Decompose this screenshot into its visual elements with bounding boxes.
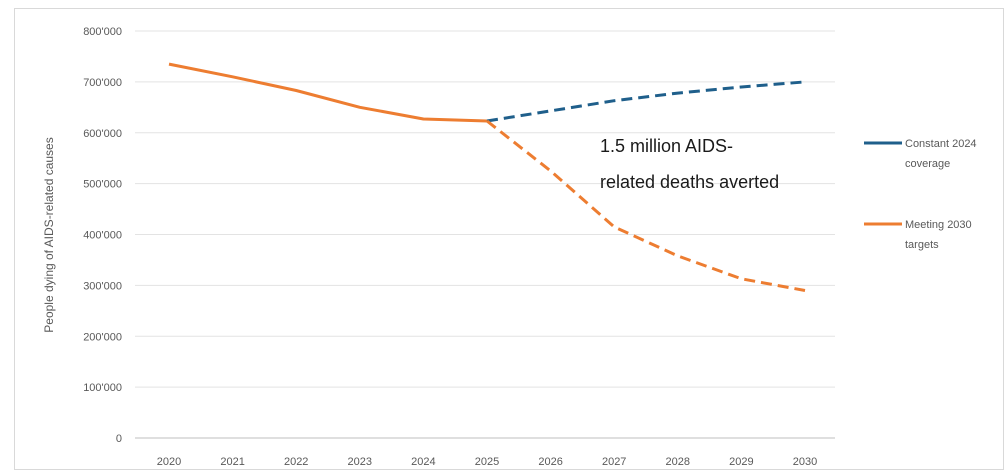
y-tick-label: 400'000 [83, 230, 122, 242]
x-tick-label: 2023 [348, 456, 372, 468]
y-tick-label: 0 [116, 433, 122, 445]
historical-line [168, 62, 488, 123]
y-tick-label: 700'000 [83, 77, 122, 89]
x-tick-label: 2027 [602, 456, 626, 468]
legend: Constant 2024 coverage Meeting 2030 targ… [864, 138, 977, 251]
series-lines [168, 62, 806, 292]
x-tick-label: 2025 [475, 456, 499, 468]
annotation-line-1: 1.5 million AIDS- [600, 136, 733, 156]
y-tick-label: 100'000 [83, 382, 122, 394]
y-tick-label: 500'000 [83, 179, 122, 191]
chart-frame [14, 8, 1004, 470]
x-tick-label: 2020 [157, 456, 181, 468]
x-tick-label: 2030 [793, 456, 817, 468]
y-tick-label: 600'000 [83, 128, 122, 140]
legend-label-meeting-line-2: targets [905, 239, 939, 251]
x-tick-labels: 2020 2021 2022 2023 2024 2025 2026 2027 2028 2029… [157, 456, 817, 468]
x-tick-label: 2029 [729, 456, 753, 468]
series-line-constant-2024-coverage [486, 80, 806, 123]
y-tick-label: 200'000 [83, 331, 122, 343]
legend-label-constant-line-1: Constant 2024 [905, 138, 977, 150]
y-axis-label: People dying of AIDS-related causes [42, 137, 56, 332]
annotation-line-2: related deaths averted [600, 172, 779, 192]
y-tick-label: 800'000 [83, 26, 122, 38]
x-tick-label: 2022 [284, 456, 308, 468]
x-tick-label: 2028 [666, 456, 690, 468]
y-tick-labels: 0 100'000 200'000 300'000 400'000 500'000 600'… [83, 26, 122, 445]
x-tick-label: 2021 [220, 456, 244, 468]
series-line-meeting-2030-targets [486, 119, 806, 292]
x-tick-label: 2024 [411, 456, 435, 468]
gridlines [135, 30, 835, 439]
x-tick-label: 2026 [538, 456, 562, 468]
legend-label-meeting-line-1: Meeting 2030 [905, 219, 972, 231]
y-tick-label: 300'000 [83, 280, 122, 292]
legend-label-constant-line-2: coverage [905, 158, 950, 170]
